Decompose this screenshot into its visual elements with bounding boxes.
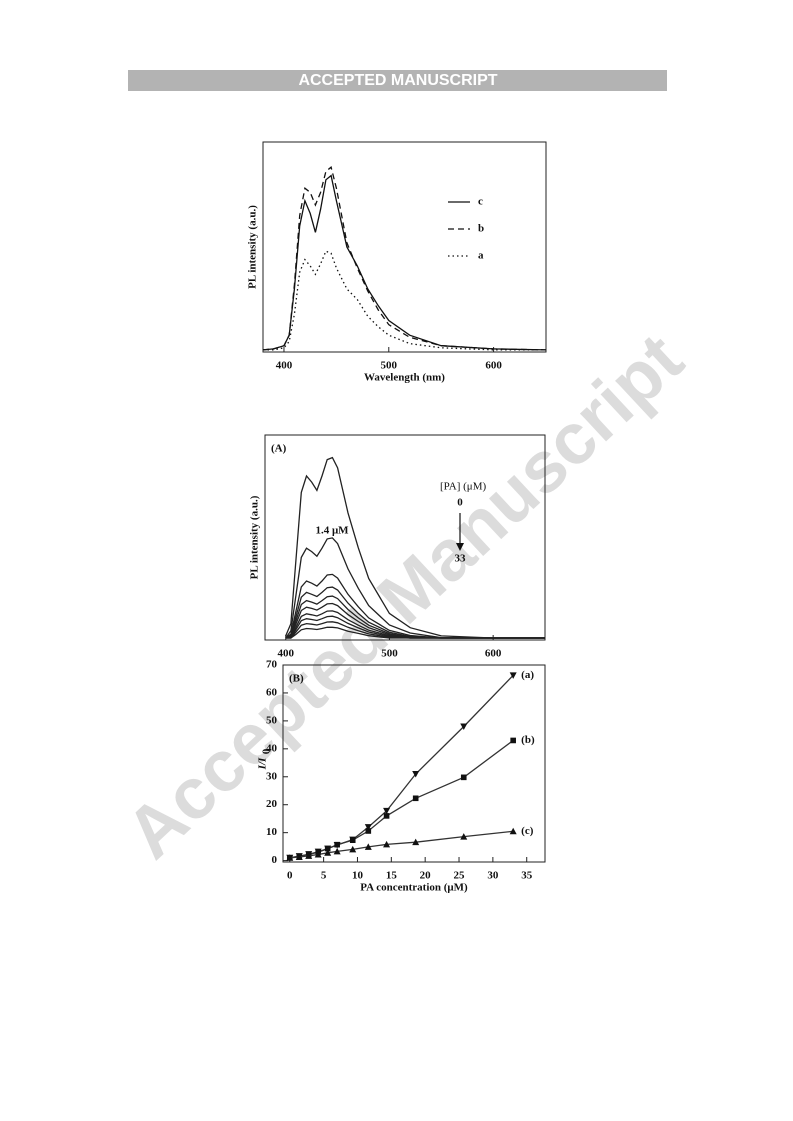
marker xyxy=(314,850,322,858)
x-tick-label: 600 xyxy=(485,648,502,660)
series-line xyxy=(285,573,545,639)
x-tick-label: 25 xyxy=(454,870,466,882)
arrow-head xyxy=(456,543,464,551)
marker xyxy=(460,723,468,730)
marker xyxy=(364,843,372,850)
marker xyxy=(295,853,303,860)
plot-frame xyxy=(262,141,547,353)
x-tick-label: 400 xyxy=(277,648,294,660)
y-axis-label: I/I xyxy=(257,757,269,770)
y-axis-label-sub: 0 xyxy=(261,748,273,754)
x-axis-label: Wavelength (nm) xyxy=(364,372,445,384)
y-tick-label: 60 xyxy=(266,686,278,698)
legend-label: b xyxy=(478,223,484,235)
series-line xyxy=(263,250,546,351)
panel-label: (A) xyxy=(271,443,287,455)
marker xyxy=(460,833,468,840)
series-line xyxy=(289,830,514,859)
x-tick-label: 35 xyxy=(521,870,533,882)
annotation: 1.4 μM xyxy=(315,525,349,537)
x-tick-label: 5 xyxy=(321,870,327,882)
marker xyxy=(334,841,340,848)
y-tick-label: 30 xyxy=(266,770,278,782)
x-tick-label: 600 xyxy=(485,360,502,372)
marker xyxy=(365,828,372,834)
x-tick-label: 500 xyxy=(381,360,398,372)
x-tick-label: 30 xyxy=(487,870,499,882)
y-axis-label: PL intensity (a.u.) xyxy=(247,205,259,289)
marker xyxy=(383,807,391,815)
series-line xyxy=(262,166,547,351)
annotation: 33 xyxy=(455,553,467,565)
marker xyxy=(383,840,391,848)
marker xyxy=(349,837,356,844)
series-line xyxy=(262,174,547,351)
watermark: Accepted Manuscript xyxy=(111,319,698,874)
y-tick-label: 20 xyxy=(266,798,278,810)
x-tick-label: 10 xyxy=(352,870,364,882)
banner-text: ACCEPTED MANUSCRIPT xyxy=(298,72,497,89)
marker xyxy=(412,795,419,802)
annotation: 0 xyxy=(457,497,463,509)
series-label: (a) xyxy=(521,669,534,681)
legend-label: c xyxy=(478,196,483,208)
marker xyxy=(383,813,390,819)
series-line xyxy=(289,739,514,859)
x-tick-label: 0 xyxy=(287,870,293,882)
marker xyxy=(324,845,331,852)
marker xyxy=(286,854,294,861)
marker xyxy=(333,847,341,855)
plot-frame xyxy=(282,664,546,863)
plot-frame xyxy=(264,434,546,641)
series-line xyxy=(285,537,545,639)
annotation: [PA] (μM) xyxy=(440,481,486,493)
legend-label: a xyxy=(478,250,484,262)
y-tick-label: 40 xyxy=(266,742,278,754)
y-tick-label: 0 xyxy=(272,854,278,866)
marker xyxy=(510,737,516,744)
marker xyxy=(460,774,467,781)
x-tick-label: 400 xyxy=(276,360,293,372)
series-label: (b) xyxy=(521,734,535,746)
series-line xyxy=(285,626,545,639)
marker xyxy=(364,824,372,831)
y-tick-label: 50 xyxy=(266,714,278,726)
marker xyxy=(509,672,517,679)
marker xyxy=(324,849,332,856)
marker xyxy=(412,770,420,778)
x-tick-label: 20 xyxy=(420,870,432,882)
x-tick-label: 500 xyxy=(381,648,398,660)
marker xyxy=(509,827,517,835)
marker xyxy=(305,852,313,859)
marker xyxy=(412,838,420,846)
x-tick-label: 15 xyxy=(386,870,398,882)
marker xyxy=(349,845,357,853)
x-axis-label: PA concentration (μM) xyxy=(360,882,468,894)
panel-label: (B) xyxy=(289,673,304,685)
series-label: (c) xyxy=(521,825,534,837)
y-tick-label: 70 xyxy=(266,659,278,671)
series-line xyxy=(285,456,545,639)
y-axis-label: PL intensity (a.u.) xyxy=(249,495,261,579)
banner xyxy=(128,70,667,91)
y-tick-label: 10 xyxy=(266,826,278,838)
